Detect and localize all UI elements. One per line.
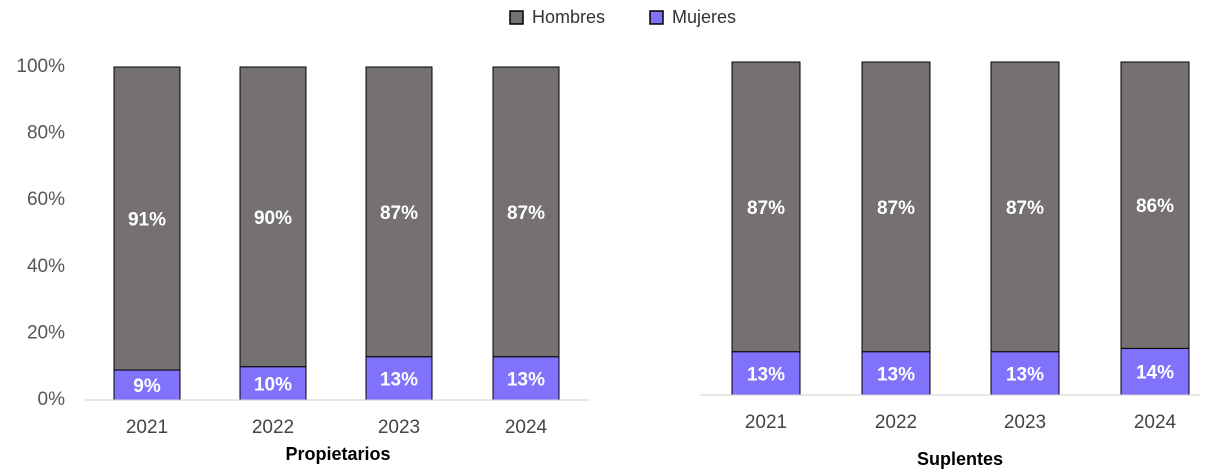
data-label: 87% (1006, 198, 1044, 219)
data-label: 87% (877, 198, 915, 219)
data-label: 9% (133, 376, 161, 397)
bar-segment (731, 61, 801, 353)
bar-segment (731, 351, 801, 396)
data-label: 13% (877, 364, 915, 385)
data-label: 13% (380, 369, 418, 390)
x-tick-label: 2022 (875, 412, 917, 433)
bar-segment (990, 61, 1060, 353)
bar-segment (861, 61, 931, 353)
data-label: 10% (254, 374, 292, 395)
bar-segment (239, 366, 307, 401)
legend-swatch (649, 10, 664, 25)
x-tick-label: 2024 (505, 417, 548, 438)
data-label: 14% (1136, 363, 1174, 384)
x-tick-label: 2023 (1004, 412, 1046, 433)
bar-segment (492, 66, 560, 358)
data-label: 87% (380, 203, 418, 224)
bar-segment (113, 369, 181, 401)
x-tick-label: 2021 (745, 412, 787, 433)
y-tick-label: 0% (38, 389, 66, 410)
y-tick-label: 40% (27, 256, 65, 277)
data-label: 91% (128, 210, 166, 231)
bar-segment (365, 66, 433, 358)
legend-label: Mujeres (672, 7, 736, 27)
y-tick-label: 100% (16, 56, 65, 77)
data-label: 87% (747, 198, 785, 219)
bar-segment (1120, 347, 1190, 396)
subtitle: Suplentes (917, 449, 1003, 469)
x-tick-label: 2022 (252, 417, 294, 438)
legend-label: Hombres (532, 7, 605, 27)
bar-segment (113, 66, 181, 371)
bar-segment (861, 351, 931, 396)
x-tick-label: 2023 (378, 417, 420, 438)
subtitle: Propietarios (285, 444, 390, 464)
legend-swatch (509, 10, 524, 25)
data-label: 87% (507, 203, 545, 224)
y-tick-label: 80% (27, 123, 65, 144)
x-tick-label: 2024 (1134, 412, 1177, 433)
bar-segment (239, 66, 307, 368)
data-label: 13% (747, 364, 785, 385)
bar-segment (492, 356, 560, 401)
data-label: 90% (254, 208, 292, 229)
data-label: 13% (1006, 364, 1044, 385)
data-label: 86% (1136, 196, 1174, 217)
y-tick-label: 60% (27, 189, 65, 210)
x-tick-label: 2021 (126, 417, 168, 438)
data-label: 13% (507, 369, 545, 390)
y-tick-label: 20% (27, 322, 65, 343)
bar-segment (1120, 61, 1190, 349)
